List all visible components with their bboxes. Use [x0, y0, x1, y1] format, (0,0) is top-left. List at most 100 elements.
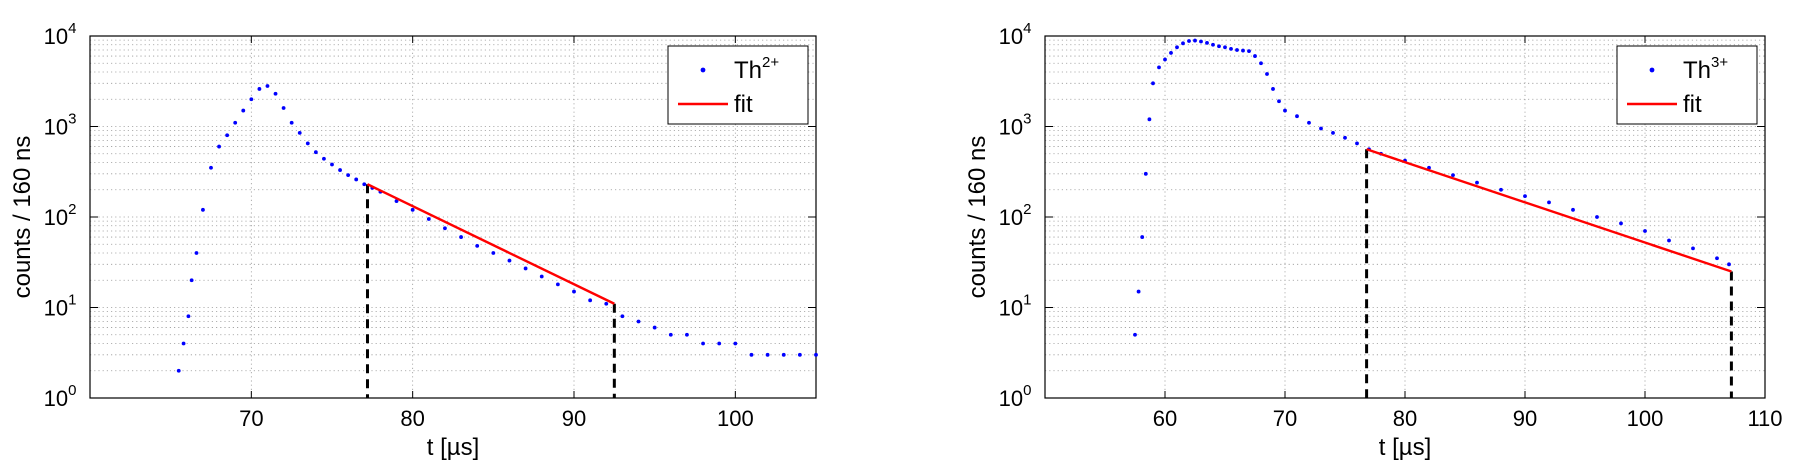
data-point [201, 207, 205, 212]
data-point [265, 84, 270, 88]
data-point [1715, 256, 1719, 261]
x-tick-label: 70 [239, 406, 263, 431]
x-tick-label: 80 [1393, 406, 1417, 431]
data-point [249, 97, 254, 102]
data-point [555, 282, 560, 287]
legend-label: Th3+ [1683, 54, 1728, 84]
data-point [305, 141, 310, 146]
data-point [1727, 262, 1731, 267]
legend-marker-points [700, 67, 706, 73]
x-tick-label: 100 [717, 406, 754, 431]
data-point [346, 173, 351, 178]
series-points [176, 84, 818, 373]
data-point [1241, 48, 1245, 53]
data-point [1691, 246, 1695, 251]
data-point [781, 352, 786, 357]
data-point [1319, 126, 1323, 131]
data-point [1499, 187, 1503, 192]
data-point [1136, 289, 1141, 294]
y-tick-label: 101 [44, 292, 77, 321]
data-point [717, 341, 722, 346]
data-point [1133, 332, 1137, 337]
x-tick-label: 60 [1153, 406, 1177, 431]
y-tick-label: 103 [999, 111, 1032, 140]
data-point [1523, 194, 1527, 199]
data-point [668, 332, 673, 337]
y-tick-label: 101 [999, 292, 1032, 321]
data-point [1253, 54, 1257, 58]
y-tick-label: 100 [999, 382, 1032, 411]
data-point [233, 120, 238, 125]
data-point [289, 120, 294, 125]
data-point [1271, 87, 1275, 91]
data-point [1223, 45, 1227, 50]
data-point [1475, 180, 1479, 185]
data-point [1193, 38, 1197, 43]
data-point [491, 251, 496, 255]
data-point [1265, 72, 1269, 76]
data-point [1451, 173, 1455, 178]
data-point [814, 352, 818, 357]
y-tick-label: 104 [44, 20, 77, 49]
data-point [1205, 40, 1209, 45]
legend-marker-points [1649, 67, 1655, 73]
legend-label: Th2+ [734, 54, 779, 84]
data-point [1331, 130, 1335, 135]
x-tick-label: 110 [1747, 406, 1782, 431]
data-point [1619, 221, 1623, 226]
data-point [1571, 207, 1575, 212]
legend-box [1616, 45, 1758, 125]
data-point [797, 352, 802, 357]
legend: Th3+ fit [1616, 45, 1758, 125]
data-point [1667, 238, 1671, 243]
data-point [604, 301, 609, 306]
data-point [1199, 39, 1203, 44]
y-tick-label: 103 [44, 111, 77, 140]
y-axis-label: counts / 160 ns [9, 136, 36, 299]
data-point [733, 341, 738, 346]
chart-panel-2: 60 70 80 90 100 110 100 101 102 103 104 t [µs] count… [964, 20, 1783, 461]
data-point [1295, 114, 1299, 119]
data-point [1140, 235, 1145, 239]
legend-label: fit [734, 91, 753, 118]
chart-panel-1: 70 80 90 100 100 101 102 103 104 t [µs] counts / 1… [9, 20, 818, 461]
data-point [685, 332, 689, 337]
x-tick-label: 70 [1273, 406, 1297, 431]
data-point [225, 133, 230, 138]
data-point [652, 325, 657, 330]
data-point [186, 314, 191, 319]
data-point [410, 207, 415, 212]
data-point [194, 251, 199, 255]
data-point [459, 235, 463, 239]
fit-line [1366, 148, 1732, 273]
data-point [181, 341, 186, 346]
data-point [1277, 99, 1281, 104]
data-point [539, 274, 544, 279]
data-point [1343, 135, 1347, 140]
data-point [765, 352, 770, 357]
fit-line [366, 183, 615, 305]
data-point [273, 91, 278, 96]
data-point [475, 243, 480, 248]
data-point [1235, 48, 1239, 52]
data-point [362, 182, 367, 187]
data-point [1187, 39, 1191, 43]
data-point [209, 165, 213, 170]
data-point [588, 298, 593, 303]
x-tick-label: 90 [1513, 406, 1537, 431]
data-point [1169, 51, 1173, 55]
data-point [1229, 47, 1233, 51]
data-point [749, 352, 754, 357]
data-point [620, 314, 625, 319]
legend-label: fit [1683, 91, 1702, 118]
y-axis-label: counts / 160 ns [964, 136, 991, 299]
data-point [1181, 41, 1185, 46]
data-point [313, 150, 318, 155]
data-point [1595, 215, 1599, 219]
x-tick-label: 80 [400, 406, 424, 431]
data-point [189, 278, 194, 283]
x-tick-label: 100 [1627, 406, 1664, 431]
data-point [1163, 57, 1167, 62]
data-point [426, 217, 431, 221]
